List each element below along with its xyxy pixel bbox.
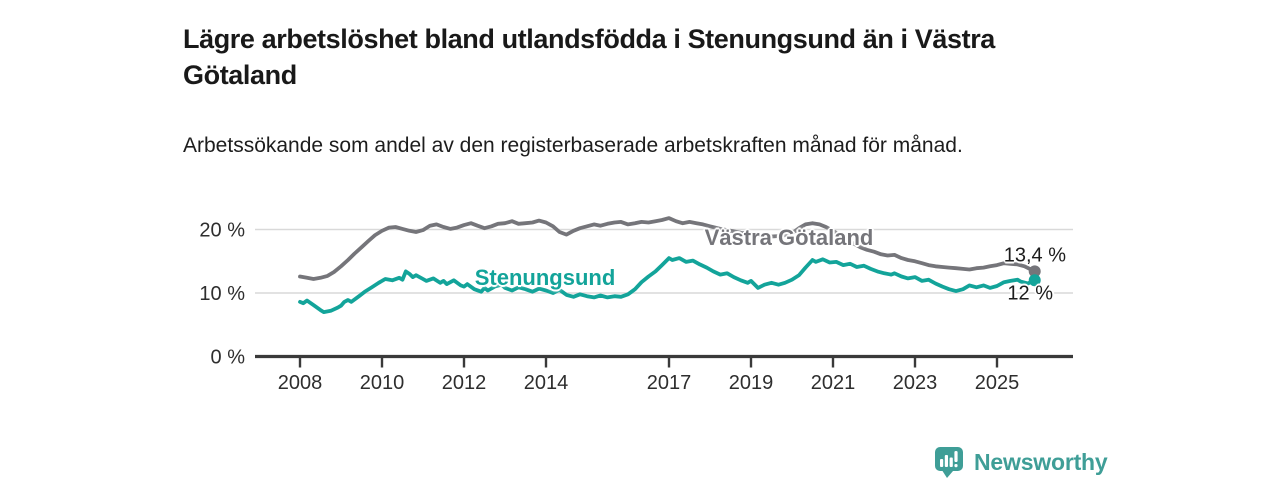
x-tick-label: 2021: [811, 372, 856, 394]
end-dot-v-stra-g-taland: [1028, 265, 1041, 278]
newsworthy-wordmark: Newsworthy: [974, 449, 1108, 475]
x-tick-label: 2012: [442, 372, 487, 394]
x-tick-label: 2017: [647, 372, 692, 394]
series-label-stenungsund: Stenungsund: [474, 265, 616, 290]
y-tick-label: 10 %: [199, 283, 245, 305]
series-label-vastra-gotaland: Västra Götaland: [704, 225, 874, 250]
y-tick-label: 20 %: [199, 220, 245, 242]
x-tick-label: 2010: [360, 372, 405, 394]
end-value-vastra-gotaland: 13,4 %: [1003, 244, 1066, 267]
x-tick-label: 2019: [729, 372, 774, 394]
end-dot-stenungsund: [1028, 274, 1041, 287]
newsworthy-logo: Newsworthy: [932, 445, 1108, 479]
series-line-stenungsund: [298, 256, 1037, 315]
x-tick-label: 2014: [524, 372, 569, 394]
x-tick-label: 2025: [975, 372, 1020, 394]
x-tick-label: 2023: [893, 372, 938, 394]
bar-chart-speech-bubble-icon: [935, 447, 963, 478]
x-tick-label: 2008: [278, 372, 323, 394]
chart-subtitle: Arbetssökande som andel av den registerb…: [183, 134, 963, 157]
y-tick-label: 0 %: [211, 347, 246, 369]
end-value-stenungsund: 12 %: [1007, 282, 1053, 305]
series-line-v-stra-g-taland: [298, 216, 1037, 281]
chart-title: Lägre arbetslöshet bland utlandsfödda i …: [183, 24, 995, 91]
